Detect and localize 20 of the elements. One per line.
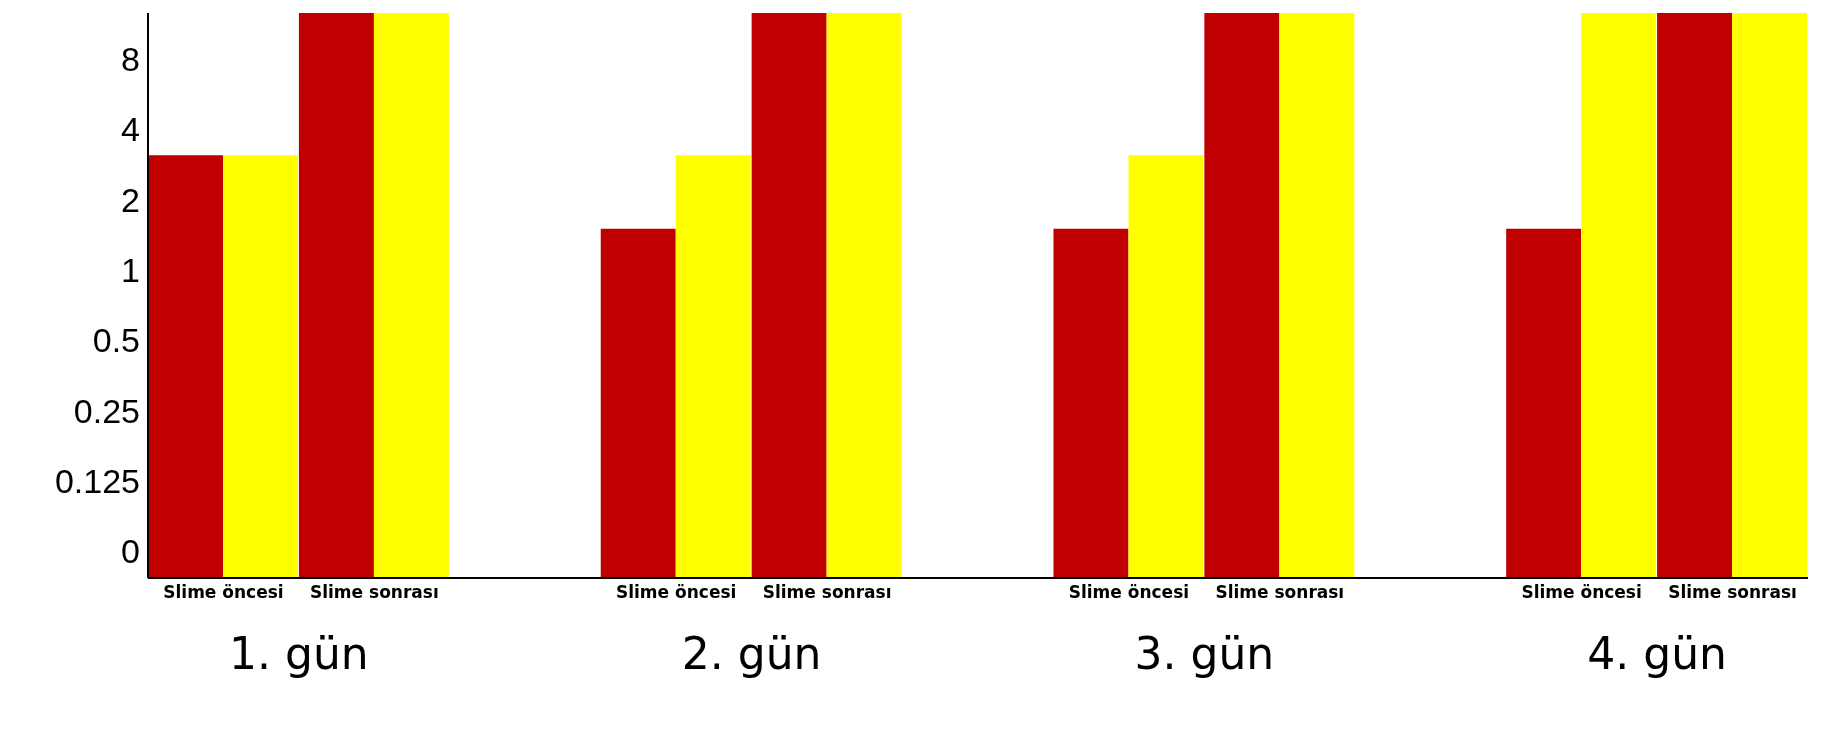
x-tick-label: Slime sonrası (309, 582, 439, 603)
x-tick-label: Slime sonrası (1215, 582, 1345, 603)
y-tick-label: 0.25 (73, 391, 140, 430)
y-tick-label: 0.5 (92, 321, 140, 360)
y-tick-label: 4 (121, 110, 140, 149)
x-tick-label: Slime öncesi (1521, 582, 1642, 603)
x-tick-label: Slime öncesi (615, 582, 737, 603)
text: 3. gün (1133, 628, 1276, 679)
y-tick-label: 0.125 (54, 461, 140, 500)
x-tick-label: Slime sonrası (762, 582, 892, 603)
text: 1. gün (228, 628, 370, 679)
x-tick-label: Slime sonrası (1668, 582, 1797, 603)
x-tick-label: Slime öncesi (1068, 582, 1190, 603)
text: 4. gün (1586, 628, 1728, 679)
y-tick-label: 0 (121, 532, 140, 571)
y-tick-label: 8 (121, 40, 140, 79)
y-tick-label: 2 (121, 180, 140, 219)
text: 2. gün (680, 628, 823, 679)
x-tick-label: Slime öncesi (163, 582, 284, 603)
y-tick-label: 1 (121, 251, 140, 290)
